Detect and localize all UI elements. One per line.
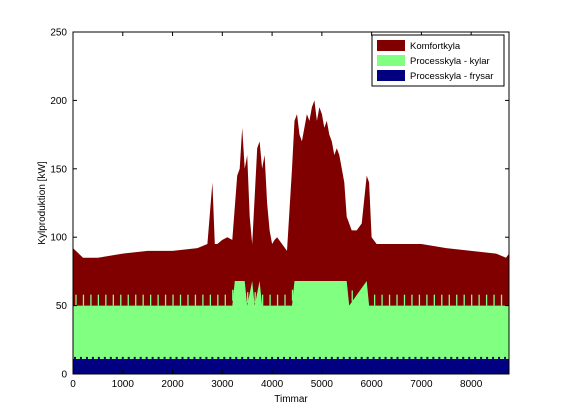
legend-label-komfortkyla: Komfortkyla — [410, 41, 461, 52]
legend-swatch-komfortkyla — [377, 40, 405, 51]
series-area-processkyla-frysar — [73, 359, 509, 374]
y-axis-title: Kylproduktion [kW] — [37, 161, 48, 245]
x-tick-label: 6000 — [361, 379, 384, 390]
plot-area — [73, 32, 509, 375]
y-tick-label: 50 — [56, 301, 68, 312]
legend-label-processkyla-kylar: Processkyla - kylar — [410, 56, 490, 67]
y-tick-label: 100 — [50, 233, 67, 244]
series-wave-processkyla-frysar — [73, 356, 507, 359]
legend-swatch-processkyla-frysar — [377, 70, 405, 81]
x-tick-label: 4000 — [261, 379, 284, 390]
x-tick-label: 5000 — [311, 379, 334, 390]
legend: Komfortkyla Processkyla - kylar Processkyl… — [371, 34, 505, 87]
y-tick-label: 150 — [50, 164, 67, 175]
legend-swatch-processkyla-kylar — [377, 55, 405, 66]
y-tick-label: 0 — [61, 370, 67, 381]
x-tick-label: 0 — [70, 379, 76, 390]
y-tick-label: 200 — [50, 96, 67, 107]
axes-box — [72, 31, 510, 375]
legend-label-processkyla-frysar: Processkyla - frysar — [410, 71, 493, 82]
x-tick-label: 8000 — [460, 379, 483, 390]
axes: 0 1000 2000 3000 4000 5000 6000 7000 8000 0 50 100 1… — [50, 28, 510, 390]
x-tick-label: 1000 — [112, 379, 135, 390]
x-tick-label: 3000 — [211, 379, 234, 390]
x-axis-title: Timmar — [274, 394, 308, 405]
x-tick-label: 7000 — [410, 379, 433, 390]
series-spikes-processkyla-kylar — [75, 289, 503, 306]
x-tick-label: 2000 — [161, 379, 184, 390]
series-area-processkyla-kylar — [73, 281, 509, 374]
y-tick-label: 250 — [50, 28, 67, 39]
